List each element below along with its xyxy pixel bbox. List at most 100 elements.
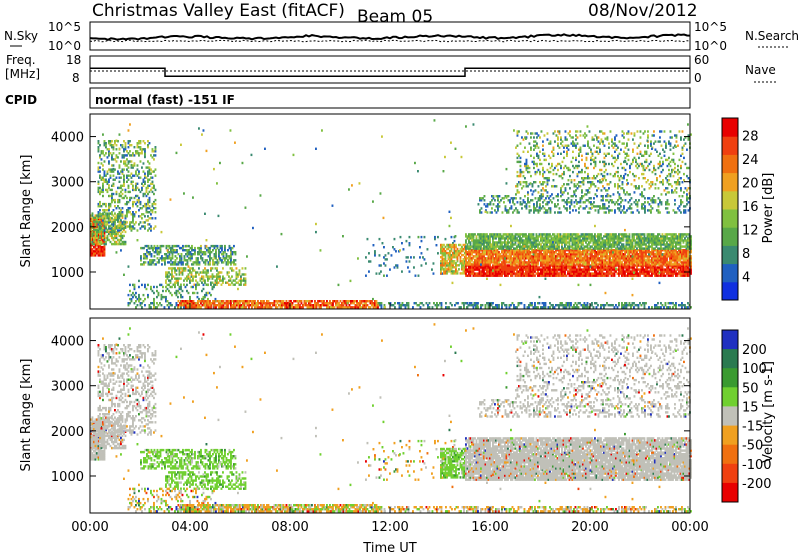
power-cell <box>543 268 545 271</box>
power-cell <box>117 217 119 220</box>
power-cell <box>597 253 599 256</box>
power-cell <box>459 249 462 253</box>
power-cell <box>455 251 457 255</box>
power-cell <box>540 257 542 260</box>
power-cell <box>546 268 548 271</box>
power-cell <box>115 225 118 228</box>
power-cell <box>312 304 315 307</box>
power-cell <box>106 213 109 216</box>
power-cell <box>505 251 508 254</box>
power-cell <box>465 268 467 271</box>
power-cell <box>570 237 572 240</box>
power-cell <box>94 234 97 238</box>
power-cell <box>556 235 559 238</box>
power-cell <box>681 253 683 256</box>
power-cell <box>440 302 443 305</box>
power-cell <box>612 253 614 256</box>
power-cell <box>465 235 467 238</box>
power-cell <box>102 190 104 194</box>
power-cell <box>139 202 142 206</box>
power-cell <box>489 270 491 273</box>
power-cell <box>483 243 485 246</box>
power-cell <box>504 274 506 277</box>
power-cell <box>627 266 629 269</box>
power-cell <box>664 251 667 254</box>
power-cell <box>676 263 679 266</box>
power-cell <box>449 256 451 259</box>
power-cell <box>218 300 220 303</box>
power-cell <box>568 241 571 244</box>
power-cell <box>291 302 294 305</box>
power-cell <box>290 300 292 303</box>
power-cell <box>570 259 572 262</box>
power-cell <box>555 235 557 238</box>
power-cell <box>150 259 153 262</box>
power-cell <box>478 263 481 266</box>
power-cell <box>374 304 376 307</box>
power-cell <box>181 271 184 274</box>
power-cell <box>541 272 544 275</box>
power-cell <box>480 235 482 238</box>
power-cell <box>227 259 229 262</box>
power-cell <box>180 293 182 297</box>
power-cell <box>552 255 554 258</box>
power-cell <box>456 253 459 257</box>
power-cell <box>501 249 503 252</box>
power-cell <box>639 274 641 277</box>
power-cell <box>652 263 655 266</box>
power-cell <box>228 275 230 278</box>
power-cell <box>547 263 550 266</box>
power-cell <box>444 251 447 255</box>
power-cell <box>558 261 560 264</box>
power-cell <box>198 249 201 252</box>
power-cell <box>514 239 517 242</box>
power-cell <box>513 257 515 260</box>
power-cell <box>167 261 169 264</box>
power-cell <box>556 263 559 266</box>
power-cell <box>233 300 235 303</box>
power-cell <box>154 174 157 177</box>
power-cell <box>151 186 154 190</box>
power-cell <box>121 207 124 210</box>
power-cell <box>481 249 484 252</box>
power-cell <box>678 249 680 252</box>
power-cell <box>552 272 554 275</box>
power-cell <box>654 257 656 260</box>
power-cell <box>493 235 496 238</box>
power-cell <box>303 300 306 303</box>
power-cell <box>413 256 415 259</box>
power-cell <box>558 247 560 250</box>
power-cell <box>466 261 469 264</box>
power-cell <box>372 302 375 305</box>
power-cell <box>153 184 155 187</box>
power-cell <box>558 274 560 277</box>
power-cell <box>121 172 124 175</box>
power-cell <box>643 274 646 277</box>
power-cell <box>350 302 352 305</box>
power-cell <box>452 242 454 245</box>
power-cell <box>205 273 208 276</box>
power-cell <box>598 251 601 254</box>
power-cell <box>655 255 658 258</box>
power-cell <box>466 263 469 266</box>
power-cell <box>437 252 439 255</box>
power-cell <box>440 268 442 271</box>
power-cell <box>216 300 219 303</box>
power-cell <box>484 237 487 240</box>
power-cell <box>655 274 658 277</box>
power-cell <box>210 302 213 305</box>
power-cell <box>630 266 632 269</box>
power-cell <box>465 241 467 244</box>
power-cell <box>618 253 620 256</box>
power-cell <box>561 251 563 254</box>
power-cell <box>487 266 490 269</box>
power-cell <box>133 293 136 297</box>
power-cell <box>132 227 134 230</box>
power-cell <box>571 241 574 244</box>
power-cell <box>114 178 116 181</box>
power-cell <box>154 150 157 153</box>
power-cell <box>135 194 137 198</box>
power-cell <box>461 247 463 251</box>
power-cell <box>284 302 286 305</box>
power-cell <box>538 274 541 277</box>
